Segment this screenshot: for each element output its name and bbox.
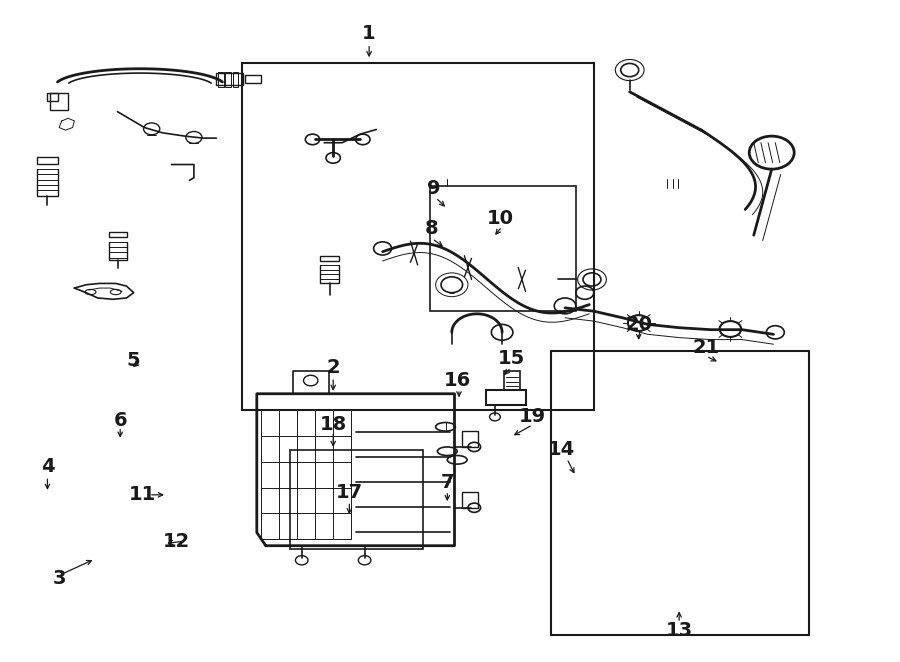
Text: 2: 2	[327, 358, 340, 377]
Text: 20: 20	[626, 315, 652, 334]
Bar	[37, 158, 58, 164]
Text: 3: 3	[52, 569, 66, 589]
Bar	[48, 93, 58, 101]
Bar	[462, 432, 478, 448]
Text: 14: 14	[548, 440, 575, 459]
Text: 10: 10	[487, 209, 514, 228]
Text: 15: 15	[498, 350, 525, 368]
Bar	[232, 72, 238, 87]
Text: 13: 13	[666, 621, 693, 639]
Text: 12: 12	[163, 532, 191, 551]
Text: 1: 1	[363, 24, 376, 43]
Text: 21: 21	[692, 338, 720, 357]
Text: 16: 16	[444, 371, 471, 390]
Bar	[225, 72, 230, 87]
Text: 7: 7	[441, 473, 454, 493]
Bar	[241, 64, 594, 410]
Bar	[551, 351, 809, 635]
Bar	[290, 450, 423, 549]
Bar	[245, 75, 261, 83]
Bar	[504, 371, 520, 391]
Text: 19: 19	[519, 407, 546, 426]
Bar	[218, 72, 223, 87]
Bar	[430, 185, 576, 311]
Bar	[216, 73, 243, 85]
Text: 17: 17	[336, 483, 363, 502]
Text: 6: 6	[113, 410, 127, 430]
Bar	[109, 232, 127, 237]
Text: 9: 9	[428, 179, 441, 199]
Text: 8: 8	[425, 219, 439, 238]
Bar	[462, 492, 478, 508]
Text: 4: 4	[40, 457, 54, 476]
Text: 18: 18	[320, 415, 346, 434]
Bar	[50, 93, 68, 110]
Bar	[320, 256, 339, 261]
Text: 5: 5	[127, 352, 140, 370]
Bar	[486, 391, 526, 405]
Text: 11: 11	[129, 485, 157, 504]
